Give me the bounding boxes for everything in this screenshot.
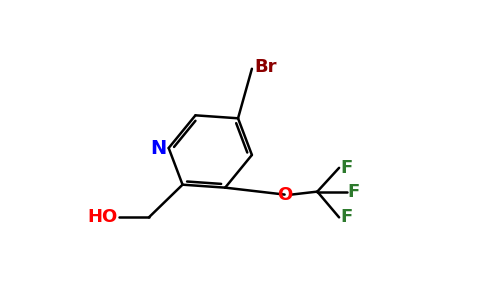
Text: N: N bbox=[151, 139, 167, 158]
Text: O: O bbox=[277, 186, 292, 204]
Text: Br: Br bbox=[255, 58, 277, 76]
Text: HO: HO bbox=[87, 208, 117, 226]
Text: F: F bbox=[340, 208, 352, 226]
Text: F: F bbox=[340, 159, 352, 177]
Text: F: F bbox=[348, 183, 360, 201]
